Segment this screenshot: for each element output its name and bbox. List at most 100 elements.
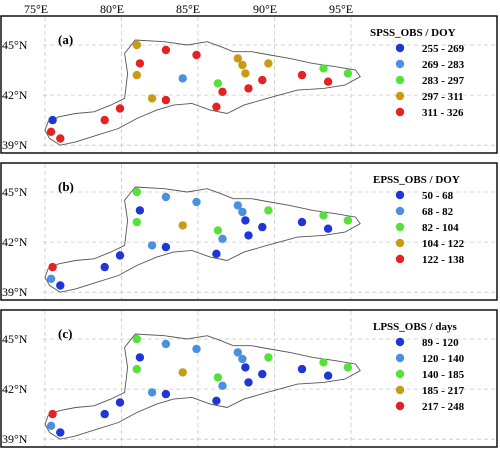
panel-b-station-15 bbox=[319, 211, 328, 220]
panel-b-station-23 bbox=[100, 262, 109, 272]
panel-c-legend-title: LPSS_OBS / days bbox=[373, 321, 457, 333]
panel-a-legend-label-1: 255 - 269 bbox=[422, 43, 465, 55]
panel-c-station-3 bbox=[192, 344, 201, 354]
lon-tick-95: 95°E bbox=[329, 2, 353, 16]
panel-c-legend-swatch-3 bbox=[395, 369, 405, 379]
panel-b-station-7 bbox=[213, 226, 223, 235]
panel-a-station-5 bbox=[178, 74, 187, 83]
panel-a-legend-label-2: 269 - 283 bbox=[422, 59, 465, 71]
panel-b-station-24 bbox=[48, 262, 57, 272]
panel-b-frame bbox=[0, 162, 498, 301]
panel-c-station-22 bbox=[115, 398, 125, 407]
lon-tick-80: 80°E bbox=[100, 2, 124, 16]
panel-c-station-23 bbox=[100, 409, 109, 419]
panel-a: (a) 45°N 42°N 39°N SPSS_OBS / DOY 255 - … bbox=[0, 15, 498, 154]
panel-c-station-7 bbox=[213, 373, 223, 382]
panel-a-station-16 bbox=[343, 69, 353, 78]
panel-a-frame bbox=[0, 15, 498, 154]
panel-b-legend-swatch-1 bbox=[395, 190, 405, 200]
panel-c-basin-outline bbox=[44, 333, 361, 440]
panel-b: (b) 45°N 42°N 39°N EPSS_OBS / DOY 50 - 6… bbox=[0, 162, 498, 301]
panel-b-lat-42: 42°N bbox=[2, 235, 28, 249]
panel-c-legend-label-3: 140 - 185 bbox=[422, 369, 465, 381]
panel-c-station-24 bbox=[48, 409, 57, 419]
panel-a-legend-label-5: 311 - 326 bbox=[422, 107, 464, 119]
panel-c-lat-45: 45°N bbox=[2, 332, 28, 346]
panel-b-legend-swatch-2 bbox=[395, 206, 405, 216]
panel-a-station-8 bbox=[233, 54, 242, 63]
panel-b-legend-label-5: 122 - 138 bbox=[422, 254, 465, 266]
panel-c-legend-label-5: 217 - 248 bbox=[422, 401, 465, 413]
panel-a-station-9 bbox=[238, 60, 247, 70]
panel-c-legend-swatch-2 bbox=[395, 353, 405, 363]
panel-b-station-10 bbox=[241, 216, 250, 225]
panel-b-station-5 bbox=[178, 221, 187, 230]
panel-a-stations bbox=[46, 40, 353, 143]
panel-b-station-3 bbox=[192, 197, 201, 207]
panel-b-station-14 bbox=[297, 217, 307, 227]
panel-a-station-10 bbox=[241, 69, 250, 78]
panel-a-lat-39: 39°N bbox=[2, 138, 28, 152]
panel-b-legend-label-3: 82 - 104 bbox=[422, 222, 459, 234]
panel-a-legend-label-4: 297 - 311 bbox=[422, 91, 464, 103]
panel-b-stations bbox=[46, 187, 353, 290]
panel-b-station-17 bbox=[323, 224, 333, 233]
panel-b-tag: (b) bbox=[58, 179, 74, 194]
panel-c-legend-swatch-4 bbox=[395, 385, 405, 395]
panel-b-lat-45: 45°N bbox=[2, 185, 28, 199]
panel-a-station-7 bbox=[213, 79, 223, 88]
panel-c-station-13 bbox=[258, 369, 267, 379]
panel-a-station-21 bbox=[212, 102, 221, 112]
panel-a-station-25 bbox=[46, 127, 56, 136]
panel-b-legend-label-1: 50 - 68 bbox=[422, 190, 454, 202]
panel-c-legend-label-1: 89 - 120 bbox=[422, 337, 459, 349]
panel-c-station-25 bbox=[46, 421, 56, 430]
panel-c-lat-39: 39°N bbox=[2, 432, 28, 446]
panel-a-tag: (a) bbox=[58, 32, 73, 47]
panel-a-legend-swatch-3 bbox=[395, 75, 405, 85]
panel-c-legend-swatch-1 bbox=[395, 337, 405, 347]
panel-b-basin-outline bbox=[44, 186, 361, 293]
panel-c-station-5 bbox=[178, 368, 187, 377]
panel-a-station-17 bbox=[323, 77, 333, 86]
panel-c-station-15 bbox=[319, 358, 328, 367]
panel-b-station-12 bbox=[244, 231, 253, 240]
panel-c-lat-42: 42°N bbox=[2, 382, 28, 396]
panel-b-station-25 bbox=[46, 274, 56, 283]
panel-a-station-12 bbox=[244, 84, 253, 93]
lon-tick-90: 90°E bbox=[253, 2, 277, 16]
panel-b-legend-label-4: 104 - 122 bbox=[422, 238, 465, 250]
panel-c-station-4 bbox=[135, 353, 145, 362]
panel-b-station-19 bbox=[147, 241, 157, 250]
panel-c-station-19 bbox=[147, 388, 157, 397]
panel-a-station-4 bbox=[135, 59, 145, 68]
panel-c-station-17 bbox=[323, 371, 333, 380]
panel-b-station-16 bbox=[343, 216, 353, 225]
panel-a-legend-label-3: 283 - 297 bbox=[422, 75, 465, 87]
panel-b-station-22 bbox=[115, 251, 125, 260]
panel-c-station-1 bbox=[132, 334, 141, 344]
panel-a-legend-swatch-1 bbox=[395, 43, 405, 53]
panel-b-station-8 bbox=[233, 201, 242, 210]
panel-a-station-6 bbox=[132, 70, 141, 80]
panel-b-legend: 50 - 68 68 - 82 82 - 104 104 - 122 122 - 138 bbox=[395, 190, 465, 266]
panel-c-legend-swatch-5 bbox=[395, 401, 405, 411]
panel-c-legend-label-4: 185 - 217 bbox=[422, 385, 465, 397]
panel-c-station-11 bbox=[264, 353, 273, 362]
panel-a-station-15 bbox=[319, 64, 328, 73]
panel-c-stations bbox=[46, 334, 353, 437]
panel-c-station-8 bbox=[233, 348, 242, 357]
panel-c-station-26 bbox=[56, 428, 65, 437]
panel-b-lat-39: 39°N bbox=[2, 285, 28, 299]
panel-c-station-2 bbox=[161, 339, 171, 349]
panel-b-legend-title: EPSS_OBS / DOY bbox=[373, 174, 460, 186]
panel-a-legend-swatch-4 bbox=[395, 91, 405, 101]
panel-a-station-1 bbox=[132, 40, 141, 50]
panel-c-station-9 bbox=[238, 354, 247, 364]
panel-a-lat-42: 42°N bbox=[2, 88, 28, 102]
panel-a-station-3 bbox=[192, 50, 201, 60]
panel-b-grid bbox=[43, 164, 496, 299]
panel-c-station-16 bbox=[343, 363, 353, 372]
panel-b-station-13 bbox=[258, 222, 267, 232]
